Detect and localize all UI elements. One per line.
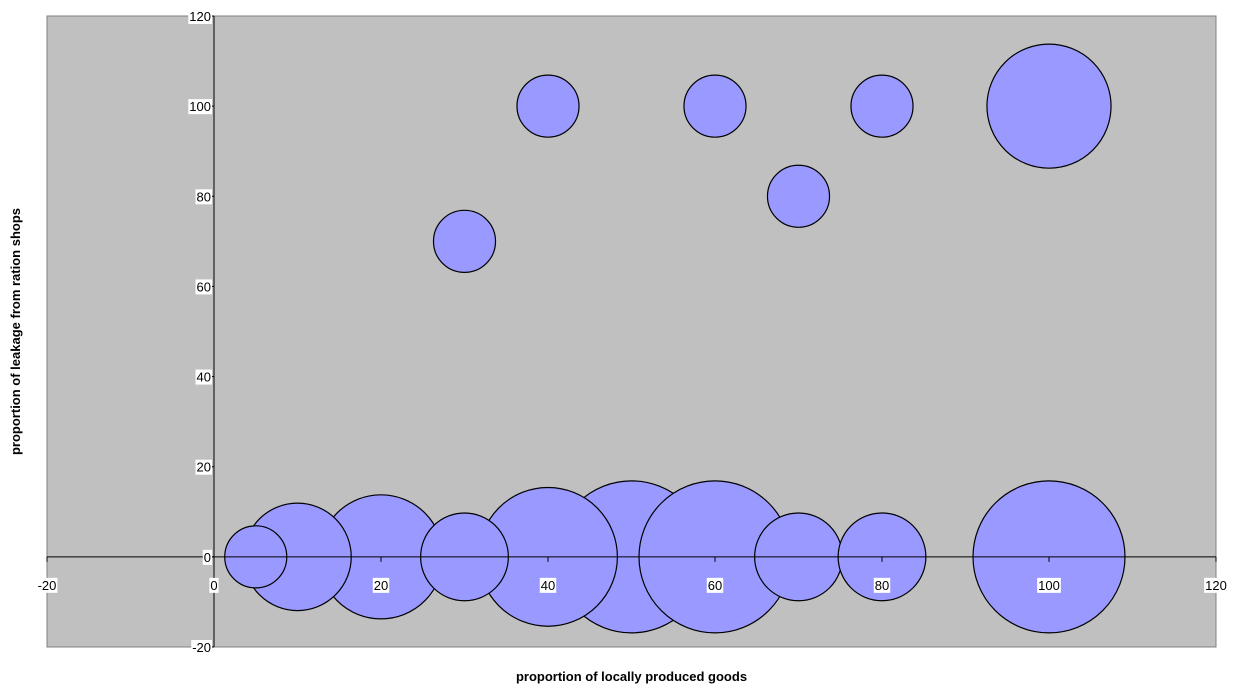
y-tick-label-bg (191, 640, 212, 655)
y-tick-label-bg (188, 99, 212, 115)
y-axis-title: proportion of leakage from ration shops (8, 208, 23, 455)
x-tick-label-bg (539, 577, 557, 593)
bubble-point (766, 164, 831, 228)
x-tick-label-group: 0 (209, 577, 219, 593)
y-tick-label: 60 (197, 279, 211, 294)
x-tick-label-group: -20 (36, 577, 58, 593)
x-tick-label-bg (372, 577, 390, 593)
y-tick-label-group: 100 (188, 99, 212, 115)
bubble-point (986, 43, 1112, 169)
x-tick-label-group: 60 (706, 577, 724, 593)
axes-layer (46, 15, 1217, 648)
x-tick-label-bg (209, 577, 219, 593)
tick-labels-layer: -20 0 20 40 60 80 100 120 -20 0 20 40 60 80 100 120 (36, 9, 1228, 655)
y-tick-label: -20 (192, 640, 211, 655)
x-tick-label-group: 40 (539, 577, 557, 593)
y-tick-label-bg (188, 9, 212, 24)
x-tick-label-group: 20 (372, 577, 390, 593)
y-tick-label: 20 (197, 460, 211, 475)
x-tick-label-group: 100 (1037, 577, 1061, 593)
y-tick-label-group: -20 (191, 640, 212, 655)
bubble-point (516, 74, 580, 138)
x-tick-label-bg (1204, 577, 1228, 593)
bubble-point (850, 74, 914, 138)
x-tick-label-bg (36, 577, 58, 593)
x-tick-label: 80 (875, 578, 889, 593)
y-tick-label-group: 20 (195, 459, 212, 475)
x-tick-label-bg (1037, 577, 1061, 593)
y-tick-label-bg (195, 279, 212, 295)
y-tick-label-group: 80 (195, 189, 212, 205)
bubble-point (432, 209, 497, 273)
x-tick-label-bg (706, 577, 724, 593)
y-tick-label-bg (195, 459, 212, 475)
x-tick-label-group: 80 (873, 577, 891, 593)
x-tick-label: 120 (1205, 578, 1227, 593)
x-tick-label: 0 (210, 578, 217, 593)
y-tick-label-bg (202, 549, 212, 565)
x-tick-label-bg (873, 577, 891, 593)
y-tick-label-bg (195, 369, 212, 385)
x-tick-label: 60 (708, 578, 722, 593)
y-tick-label: 80 (197, 189, 211, 204)
y-tick-label-group: 60 (195, 279, 212, 295)
x-tick-label-group: 120 (1204, 577, 1228, 593)
y-tick-label: 100 (189, 99, 211, 114)
y-tick-label-group: 120 (188, 9, 212, 24)
x-axis-title: proportion of locally produced goods (516, 669, 747, 684)
x-tick-label: 100 (1038, 578, 1060, 593)
bubble-point (683, 74, 747, 138)
x-tick-label: 20 (374, 578, 388, 593)
x-tick-label: -20 (38, 578, 57, 593)
y-tick-label: 0 (204, 550, 211, 565)
y-tick-label-group: 40 (195, 369, 212, 385)
y-tick-label-group: 0 (202, 549, 212, 565)
y-tick-label: 120 (189, 9, 211, 24)
y-tick-label: 40 (197, 370, 211, 385)
x-tick-label: 40 (541, 578, 555, 593)
y-tick-label-bg (195, 189, 212, 205)
